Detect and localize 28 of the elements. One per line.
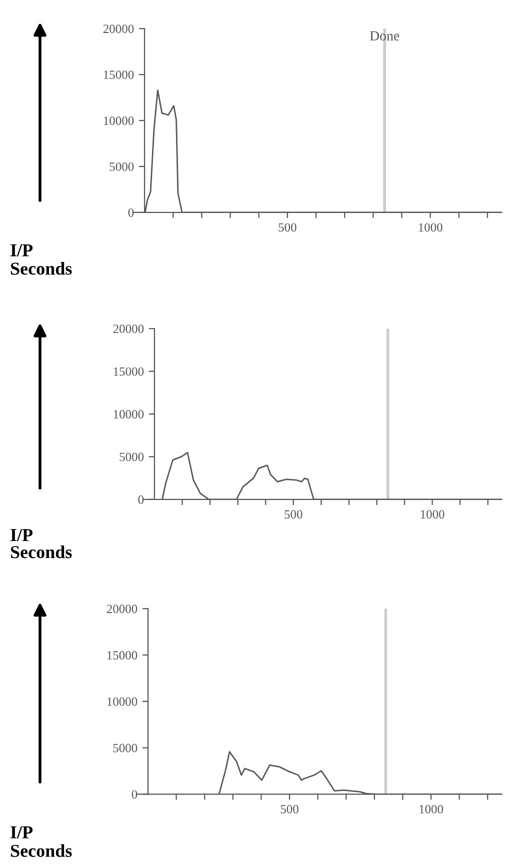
y-tick-label: 5000: [120, 452, 144, 462]
y-tick-label: 20000: [103, 24, 134, 34]
y-tick-label: 10000: [104, 116, 134, 125]
x-axis-title: Seconds: [10, 262, 72, 275]
y-tick-label: 0: [132, 790, 138, 799]
x-tick-label: 1000: [418, 223, 442, 232]
x-tick-label: 1000: [420, 804, 444, 814]
ref-line-label: Done: [370, 31, 400, 40]
x-axis-title: Seconds: [10, 844, 72, 857]
y-axis-title: I/P: [10, 529, 33, 542]
x-tick-label: 500: [280, 804, 298, 814]
y-axis-title: I/P: [10, 826, 33, 838]
y-tick-label: 5000: [113, 744, 138, 752]
x-tick-label: 1000: [420, 510, 444, 519]
y-tick-label: 10000: [114, 410, 144, 418]
y-tick-label: 20000: [106, 604, 138, 614]
x-tick-label: 500: [284, 510, 302, 519]
x-axis-title: Seconds: [10, 546, 72, 558]
y-axis-title: I/P: [10, 244, 33, 256]
y-tick-label: 20000: [113, 324, 144, 334]
y-tick-label: 15000: [104, 70, 134, 80]
y-tick-label: 0: [138, 495, 144, 504]
y-tick-label: 0: [128, 208, 134, 217]
y-tick-label: 10000: [107, 697, 138, 706]
y-tick-label: 15000: [107, 651, 138, 660]
y-tick-label: 15000: [114, 367, 144, 376]
y-tick-label: 5000: [110, 162, 134, 171]
x-tick-label: 500: [278, 223, 296, 232]
